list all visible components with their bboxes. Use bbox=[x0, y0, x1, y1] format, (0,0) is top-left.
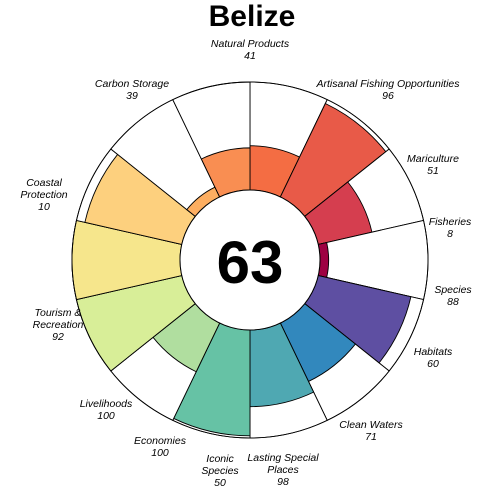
petal-label-iconic-species: Iconic Species 50 bbox=[201, 453, 239, 489]
petal-label-mariculture: Mariculture 51 bbox=[407, 153, 459, 177]
outer-ring bbox=[71, 81, 429, 439]
petal-label-species: Species 88 bbox=[434, 284, 472, 308]
petal-label-clean-waters: Clean Waters 71 bbox=[339, 419, 403, 443]
petal-label-economies: Economies 100 bbox=[134, 435, 187, 459]
petal-label-coastal-protection: Coastal Protection 10 bbox=[20, 177, 67, 213]
petal-label-habitats: Habitats 60 bbox=[414, 346, 453, 370]
petal-label-natural-products: Natural Products 41 bbox=[211, 38, 290, 62]
chart-title: Belize bbox=[209, 0, 296, 33]
petal-labels: Natural Products 41 Artisanal Fishing Oppo… bbox=[20, 38, 472, 489]
petal-label-tourism-and-recreation: Tourism & Recreation 92 bbox=[33, 307, 84, 343]
center-disc bbox=[179, 189, 321, 331]
petal-group bbox=[71, 81, 429, 439]
petal-label-fisheries: Fisheries 8 bbox=[429, 216, 472, 240]
overall-score: 63 bbox=[217, 229, 284, 296]
petal-label-artisanal-fishing-opportunities: Artisanal Fishing Opportunities 96 bbox=[316, 78, 461, 102]
petal-label-livelihoods: Livelihoods 100 bbox=[80, 398, 133, 422]
petal-label-carbon-storage: Carbon Storage 39 bbox=[95, 78, 169, 102]
petal-label-lasting-special-places: Lasting Special Places 98 bbox=[247, 452, 319, 488]
